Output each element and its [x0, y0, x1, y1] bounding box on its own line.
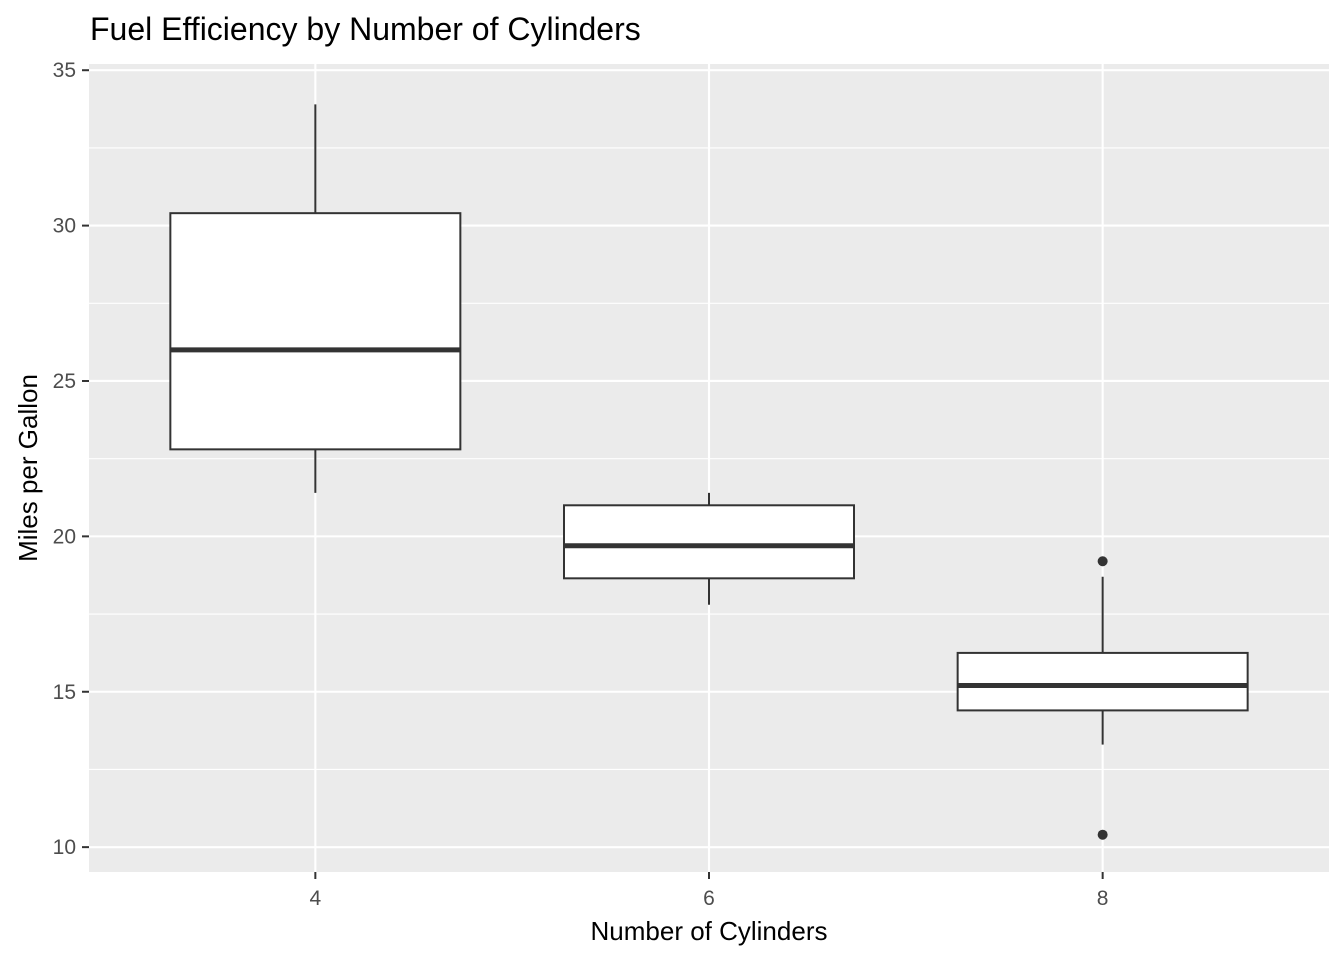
boxplot-8 — [956, 556, 1249, 840]
x-tick-label: 4 — [310, 887, 322, 910]
y-tick-label: 10 — [53, 836, 76, 859]
y-tick-label: 20 — [53, 525, 76, 548]
axes: 10 15 20 25 30 35 4 6 8 — [53, 59, 1109, 910]
y-axis-title: Miles per Gallon — [13, 374, 43, 562]
x-tick-label: 8 — [1097, 887, 1109, 910]
boxplots — [169, 104, 1249, 840]
chart-title: Fuel Efficiency by Number of Cylinders — [90, 11, 641, 47]
boxplot-6 — [563, 492, 855, 605]
y-tick-label: 35 — [53, 59, 76, 82]
box-iqr — [169, 212, 462, 451]
box-iqr — [563, 504, 855, 580]
y-tick-label: 30 — [53, 215, 76, 238]
y-tick-label: 25 — [53, 370, 76, 393]
y-tick-label: 15 — [53, 681, 76, 704]
boxplot-4 — [169, 104, 462, 493]
outlier-point — [1097, 829, 1108, 840]
x-axis-title: Number of Cylinders — [591, 916, 828, 946]
x-tick-label: 6 — [703, 887, 715, 910]
box-iqr — [956, 651, 1249, 712]
outlier-point — [1097, 556, 1108, 567]
